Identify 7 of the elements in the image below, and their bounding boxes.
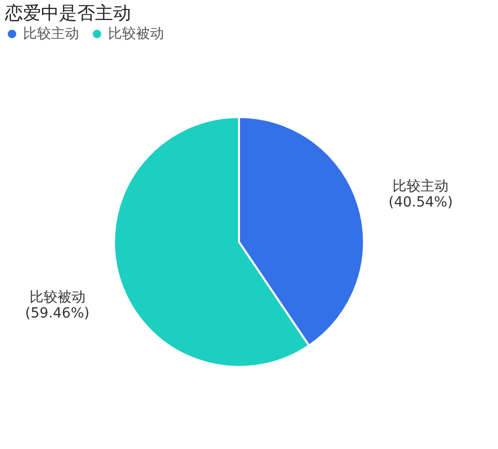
data-label: (59.46%)	[25, 306, 90, 322]
legend-label: 比较主动	[23, 26, 79, 42]
data-label: (40.54%)	[388, 194, 453, 210]
legend-label: 比较被动	[108, 26, 164, 42]
slice-label: 比较主动	[392, 178, 449, 194]
slice-label: 比较被动	[29, 290, 86, 306]
chart-title: 恋爱中是否主动	[4, 3, 131, 24]
